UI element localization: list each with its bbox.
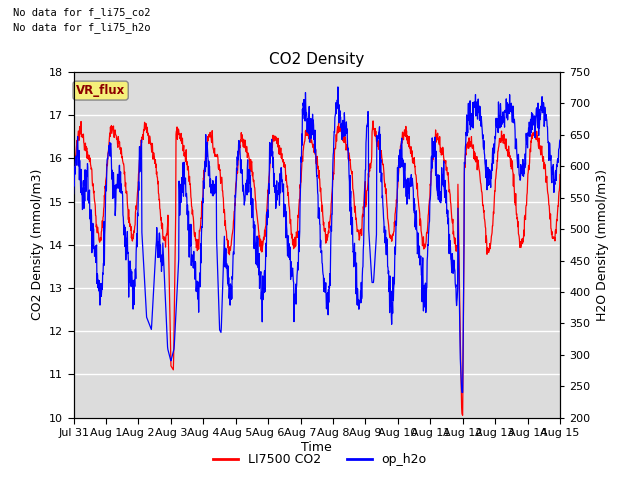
Y-axis label: CO2 Density (mmol/m3): CO2 Density (mmol/m3) <box>31 169 44 321</box>
Text: No data for f_li75_h2o: No data for f_li75_h2o <box>13 22 150 33</box>
X-axis label: Time: Time <box>301 441 332 454</box>
Text: No data for f_li75_co2: No data for f_li75_co2 <box>13 7 150 18</box>
Title: CO2 Density: CO2 Density <box>269 52 364 67</box>
Text: VR_flux: VR_flux <box>76 84 125 97</box>
Legend: LI7500 CO2, op_h2o: LI7500 CO2, op_h2o <box>209 448 431 471</box>
Y-axis label: H2O Density (mmol/m3): H2O Density (mmol/m3) <box>596 169 609 321</box>
